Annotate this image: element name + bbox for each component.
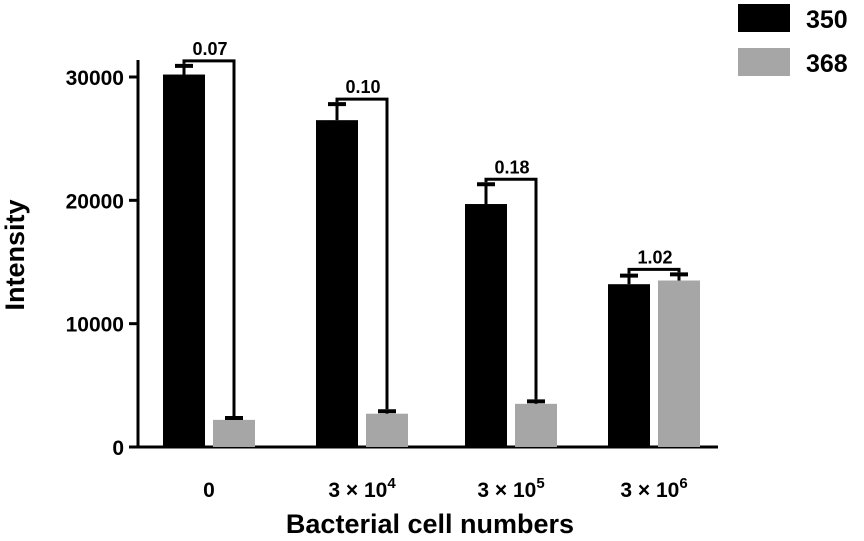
bar-350-0 xyxy=(163,74,205,448)
ratio-bracket xyxy=(182,59,236,417)
legend-swatch-350 xyxy=(738,4,790,32)
bars xyxy=(163,63,700,448)
ratio-label: 0.18 xyxy=(494,157,529,177)
y-tick-label: 30000 xyxy=(66,67,124,90)
bar-368-0 xyxy=(213,419,255,447)
x-tick-label: 3 × 105 xyxy=(477,475,544,502)
y-axis-title: Intensity xyxy=(0,199,30,310)
bar-350-2 xyxy=(465,204,507,447)
ratio-annotations: 0.07 0.10 0.18 1.02 xyxy=(182,39,681,417)
x-tick-label: 3 × 106 xyxy=(620,475,687,502)
ratio-bracket xyxy=(484,177,538,400)
y-tick-label: 10000 xyxy=(66,314,124,337)
ratio-bracket xyxy=(335,97,389,410)
bar-368-2 xyxy=(515,403,557,447)
bar-350-3 xyxy=(608,284,650,447)
legend-swatch-368 xyxy=(738,48,790,76)
bar-368-3 xyxy=(658,280,700,447)
x-tick-label: 0 xyxy=(203,479,215,502)
ratio-label: 1.02 xyxy=(637,247,672,267)
ratio-label: 0.07 xyxy=(192,39,227,59)
legend-label-350: 350 xyxy=(806,6,848,34)
bar-350-1 xyxy=(316,120,358,448)
x-tick-label: 3 × 104 xyxy=(328,475,396,502)
legend: 350 368 xyxy=(738,4,848,78)
y-tick-label: 0 xyxy=(112,437,124,460)
x-axis-title: Bacterial cell numbers xyxy=(286,509,574,539)
legend-label-368: 368 xyxy=(806,50,848,78)
y-tick-label: 20000 xyxy=(66,190,124,213)
axes: 0 10000 20000 30000 0 3 × 104 3 × 105 3 × 106 xyxy=(66,60,718,502)
ratio-bracket xyxy=(627,267,681,274)
bar-368-1 xyxy=(366,413,408,447)
ratio-label: 0.10 xyxy=(345,77,380,97)
